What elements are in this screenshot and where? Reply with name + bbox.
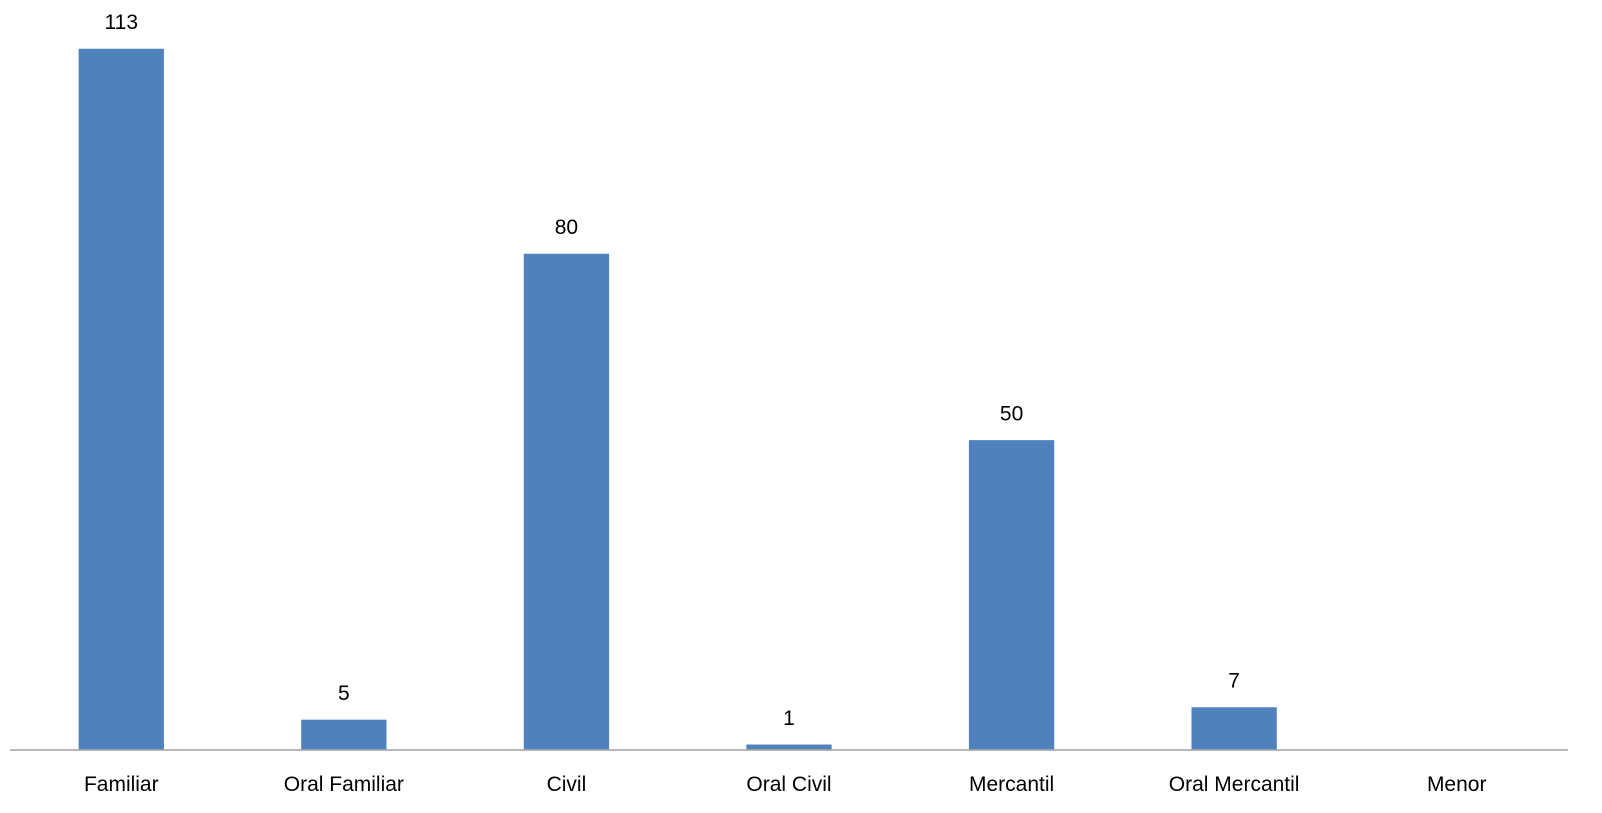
category-label-menor: Menor	[1427, 773, 1487, 796]
data-label-oral-mercantil: 7	[1228, 670, 1240, 693]
data-label-civil: 80	[555, 216, 578, 239]
data-labels-group: 113 5 80 1 50 7	[105, 11, 1240, 730]
category-label-oral-civil: Oral Civil	[746, 773, 831, 796]
bar-civil	[522, 252, 611, 751]
category-label-familiar: Familiar	[84, 773, 159, 796]
bar-oral-civil	[744, 743, 834, 751]
bar-familiar	[77, 47, 166, 751]
category-labels-group: Familiar Oral Familiar Civil Oral Civil Merc…	[84, 773, 1487, 796]
category-label-oral-mercantil: Oral Mercantil	[1169, 773, 1300, 796]
category-label-mercantil: Mercantil	[969, 773, 1054, 796]
data-label-oral-civil: 1	[783, 707, 795, 730]
bar-oral-mercantil	[1189, 705, 1279, 751]
bar-oral-familiar	[299, 718, 389, 751]
bars-group	[77, 47, 1279, 751]
data-label-familiar: 113	[105, 11, 138, 34]
data-label-mercantil: 50	[1000, 402, 1023, 425]
data-label-oral-familiar: 5	[338, 682, 350, 705]
category-label-civil: Civil	[547, 773, 587, 796]
category-label-oral-familiar: Oral Familiar	[284, 773, 404, 796]
bar-mercantil	[967, 438, 1056, 751]
